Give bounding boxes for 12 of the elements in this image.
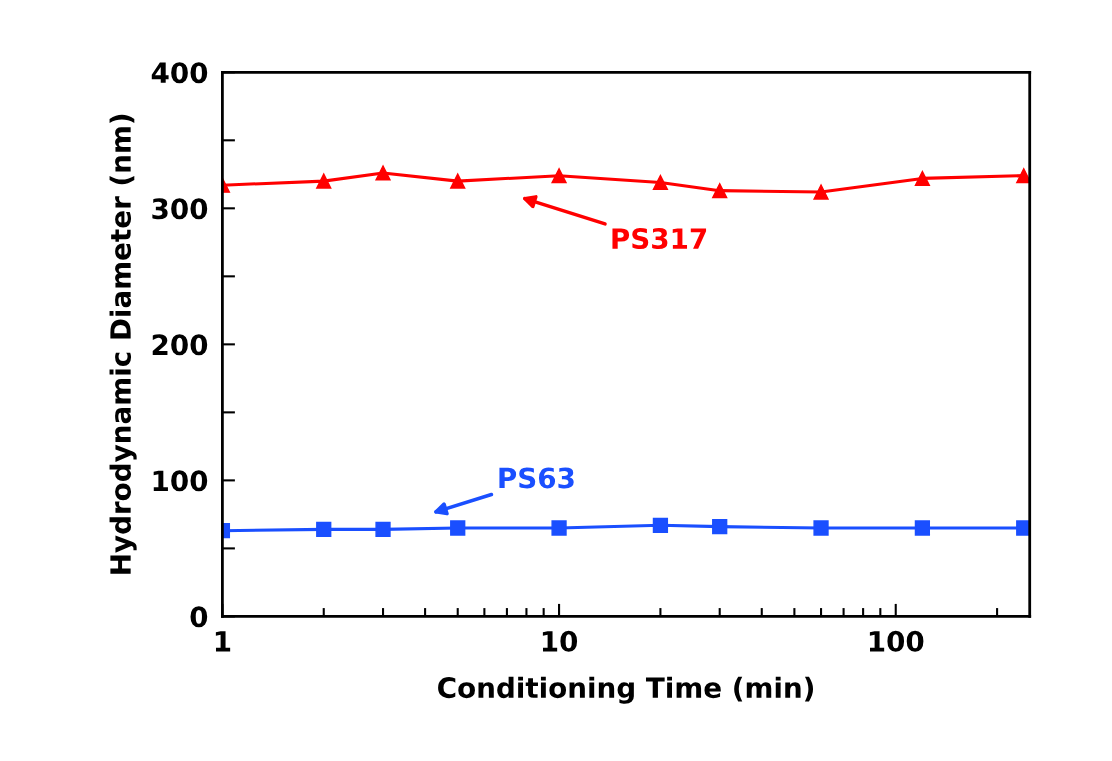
y-tick-label: 200	[152, 334, 208, 356]
x-axis-title: Conditioning Time (min)	[438, 676, 814, 704]
x-tick-label: 10	[542, 630, 578, 652]
y-tick-label: 100	[153, 470, 208, 492]
x-tick-label: 1	[215, 631, 231, 652]
y-tick-label: 300	[152, 198, 208, 220]
series-label: PS63	[499, 467, 574, 489]
y-tick-label: 400	[151, 62, 208, 84]
x-tick-label: 100	[869, 630, 924, 652]
series-label: PS317	[612, 228, 707, 250]
y-axis-title: Hydrodynamic Diameter (nm)	[109, 114, 137, 574]
y-tick-label: 0	[190, 606, 208, 628]
